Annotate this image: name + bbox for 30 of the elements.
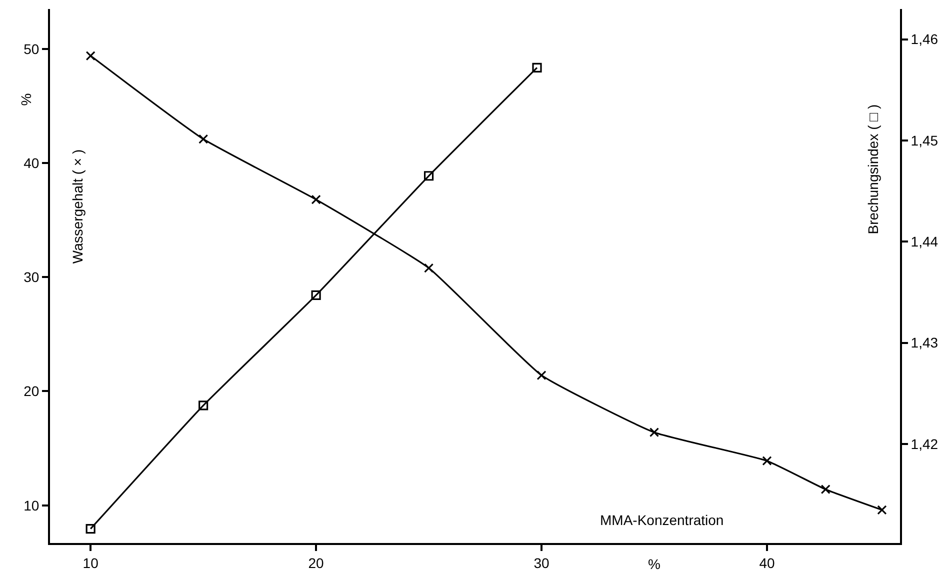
point <box>820 484 830 494</box>
x-tick-label: 40 <box>759 554 775 571</box>
point <box>877 505 887 515</box>
y2-tick-label: 1,42 <box>910 436 938 452</box>
x-tick-label: 10 <box>82 554 99 571</box>
y-axis-title: Wassergehalt ( × ) <box>69 149 86 264</box>
y2-tick-label: 1,46 <box>910 31 938 48</box>
point <box>311 290 321 300</box>
y-tick-label: 30 <box>24 269 40 286</box>
point <box>311 194 321 204</box>
point <box>198 400 208 410</box>
text: % <box>18 93 34 106</box>
y-tick-label: 20 <box>24 383 40 400</box>
x-tick-label: 30 <box>534 554 550 571</box>
point <box>762 456 772 466</box>
y2-tick-label: 1,44 <box>910 234 938 250</box>
point <box>86 50 96 61</box>
y-tick-label: 50 <box>24 40 40 57</box>
point <box>649 428 660 438</box>
point <box>424 171 434 181</box>
y2-tick-label: 1,45 <box>910 132 938 148</box>
y2-tick-label: 1,43 <box>910 334 938 351</box>
text: % <box>648 556 660 572</box>
y-tick-label: 10 <box>24 497 40 514</box>
point <box>86 524 96 534</box>
x-tick-label: 20 <box>308 554 324 571</box>
x-axis-title: MMA-Konzentration <box>600 512 724 528</box>
y2-axis-title: Brechungsindex ( □ ) <box>864 104 881 234</box>
y-tick-label: 40 <box>24 154 40 171</box>
point <box>532 62 542 72</box>
